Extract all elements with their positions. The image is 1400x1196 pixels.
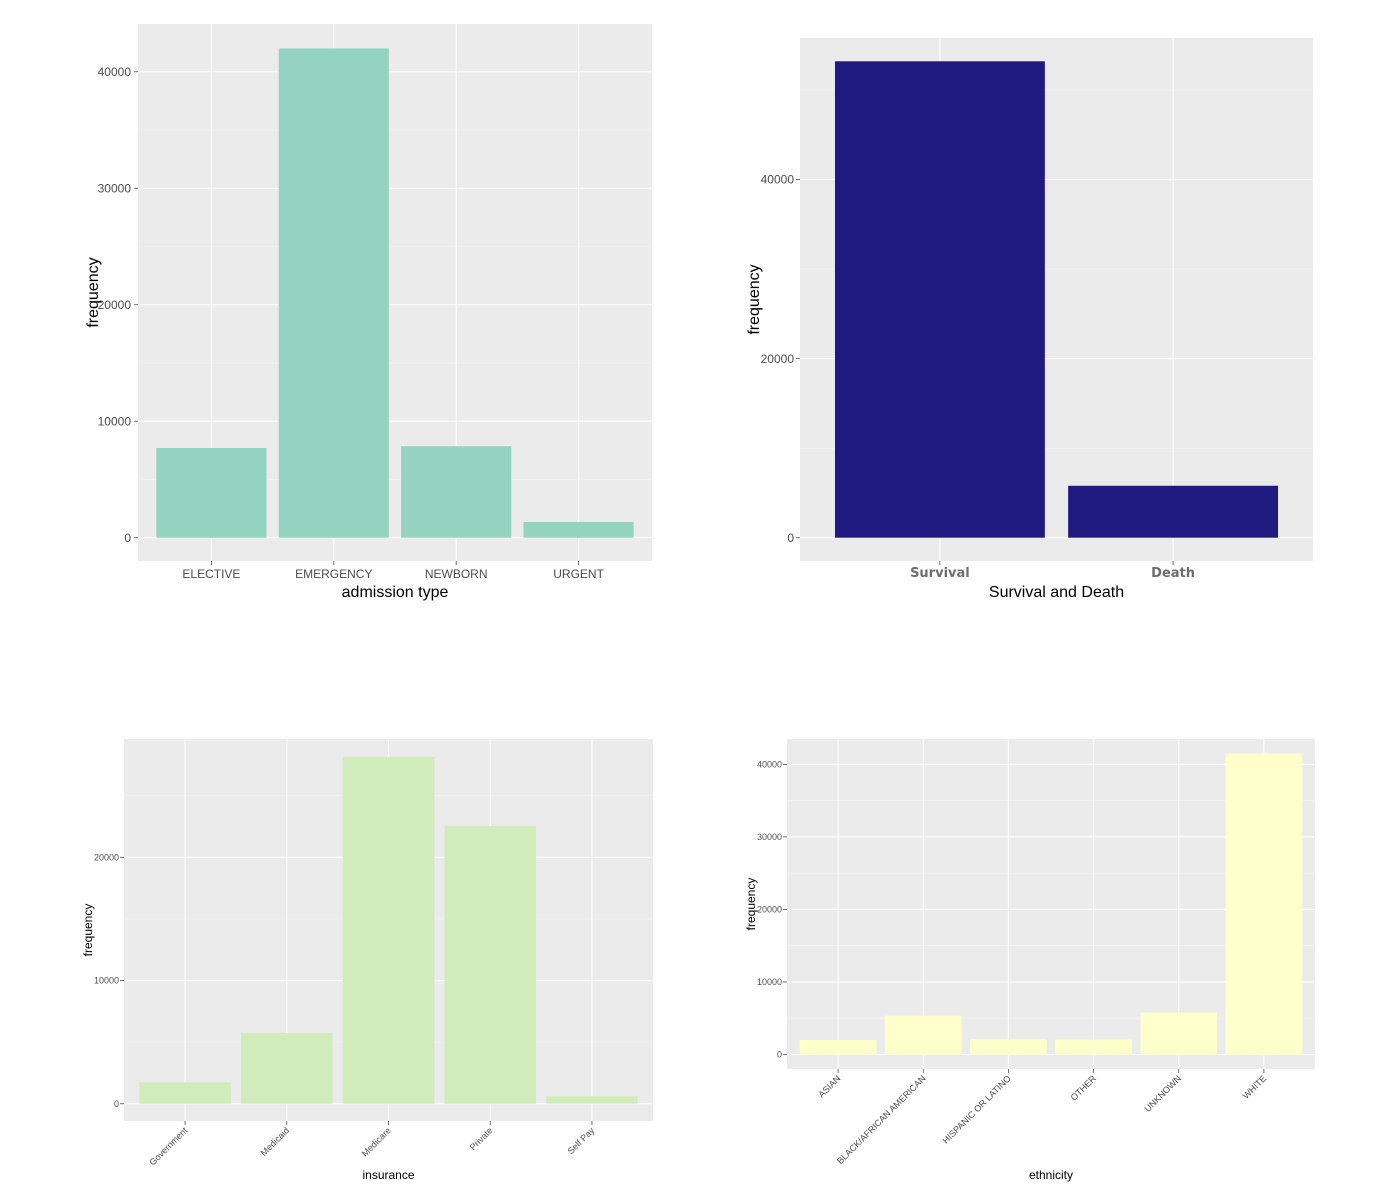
- bar-newborn: [401, 446, 512, 538]
- y-tick-label: 30000: [98, 181, 132, 195]
- y-tick-label: 40000: [98, 65, 132, 79]
- x-category-label: OTHER: [1069, 1073, 1099, 1103]
- admission-type-chart: 0 10000 20000 30000 40000 ELECTIVE EMERGENCY NE…: [85, 24, 652, 601]
- y-tick-label: 10000: [98, 414, 132, 428]
- x-category-label: Medicare: [360, 1125, 393, 1158]
- bar-medicaid: [240, 1032, 333, 1104]
- y-tick-label: 20000: [94, 852, 119, 862]
- bar-survival: [834, 61, 1045, 538]
- bar-urgent: [523, 521, 634, 538]
- bar-hispanic-or-latino: [970, 1039, 1047, 1055]
- x-axis-title: admission type: [342, 584, 449, 601]
- bar-unknown: [1140, 1012, 1218, 1055]
- y-axis-title: frequency: [81, 904, 95, 957]
- y-axis-title: frequency: [85, 257, 102, 327]
- bar-government: [139, 1082, 231, 1104]
- y-tick-label: 20000: [98, 298, 132, 312]
- x-category-label: URGENT: [553, 567, 604, 581]
- x-category-label: Survival: [910, 566, 970, 581]
- x-category-label: BLACK/AFRICAN AMERICAN: [835, 1073, 928, 1166]
- x-axis-title: ethnicity: [1029, 1168, 1073, 1182]
- x-category-label: Medicaid: [259, 1125, 292, 1158]
- x-category-label: EMERGENCY: [295, 567, 372, 581]
- y-tick-label: 40000: [757, 760, 782, 770]
- y-tick-label: 40000: [761, 173, 795, 187]
- y-tick-label: 10000: [757, 977, 782, 987]
- y-tick-label: 30000: [757, 832, 782, 842]
- bar-black-african-american: [884, 1015, 962, 1055]
- y-tick-label: 0: [787, 531, 794, 545]
- y-tick-label: 0: [114, 1099, 119, 1109]
- insurance-chart: 0 10000 20000 Government Medicaid Medicare Pri…: [81, 739, 653, 1182]
- y-tick-label: 0: [777, 1050, 782, 1060]
- bar-elective: [156, 448, 267, 538]
- x-category-label: ASIAN: [816, 1073, 842, 1099]
- bar-other: [1055, 1039, 1132, 1055]
- y-tick-label: 10000: [94, 976, 119, 986]
- x-category-label: HISPANIC OR LATINO: [941, 1073, 1013, 1145]
- y-axis-title: frequency: [744, 878, 758, 931]
- x-axis-title: insurance: [362, 1168, 414, 1182]
- x-category-label: Private: [468, 1125, 495, 1152]
- bar-self-pay: [546, 1096, 638, 1104]
- y-tick-label: 0: [124, 531, 131, 545]
- bar-emergency: [278, 48, 389, 538]
- bar-asian: [799, 1039, 877, 1055]
- x-axis-title: Survival and Death: [989, 584, 1124, 601]
- x-category-label: UNKNOWN: [1142, 1073, 1183, 1114]
- y-tick-label: 20000: [761, 352, 795, 366]
- x-category-label: NEWBORN: [425, 567, 488, 581]
- ethnicity-chart: 0 10000 20000 30000 40000 ASIANBLACK/AFRICAN …: [744, 739, 1315, 1182]
- bar-private: [444, 825, 537, 1104]
- bar-medicare: [342, 756, 435, 1104]
- x-category-label: Government: [147, 1125, 189, 1167]
- x-category-label: Self Pay: [566, 1125, 597, 1156]
- x-category-label: ELECTIVE: [182, 567, 240, 581]
- bar-death: [1068, 485, 1279, 538]
- x-category-label: Death: [1151, 566, 1195, 581]
- bar-white: [1225, 753, 1303, 1055]
- y-axis-title: frequency: [746, 264, 763, 334]
- x-category-label: WHITE: [1241, 1073, 1269, 1101]
- survival-death-chart: 0 20000 40000 Survival Death Survival and Dea…: [746, 38, 1313, 601]
- y-tick-label: 20000: [757, 905, 782, 915]
